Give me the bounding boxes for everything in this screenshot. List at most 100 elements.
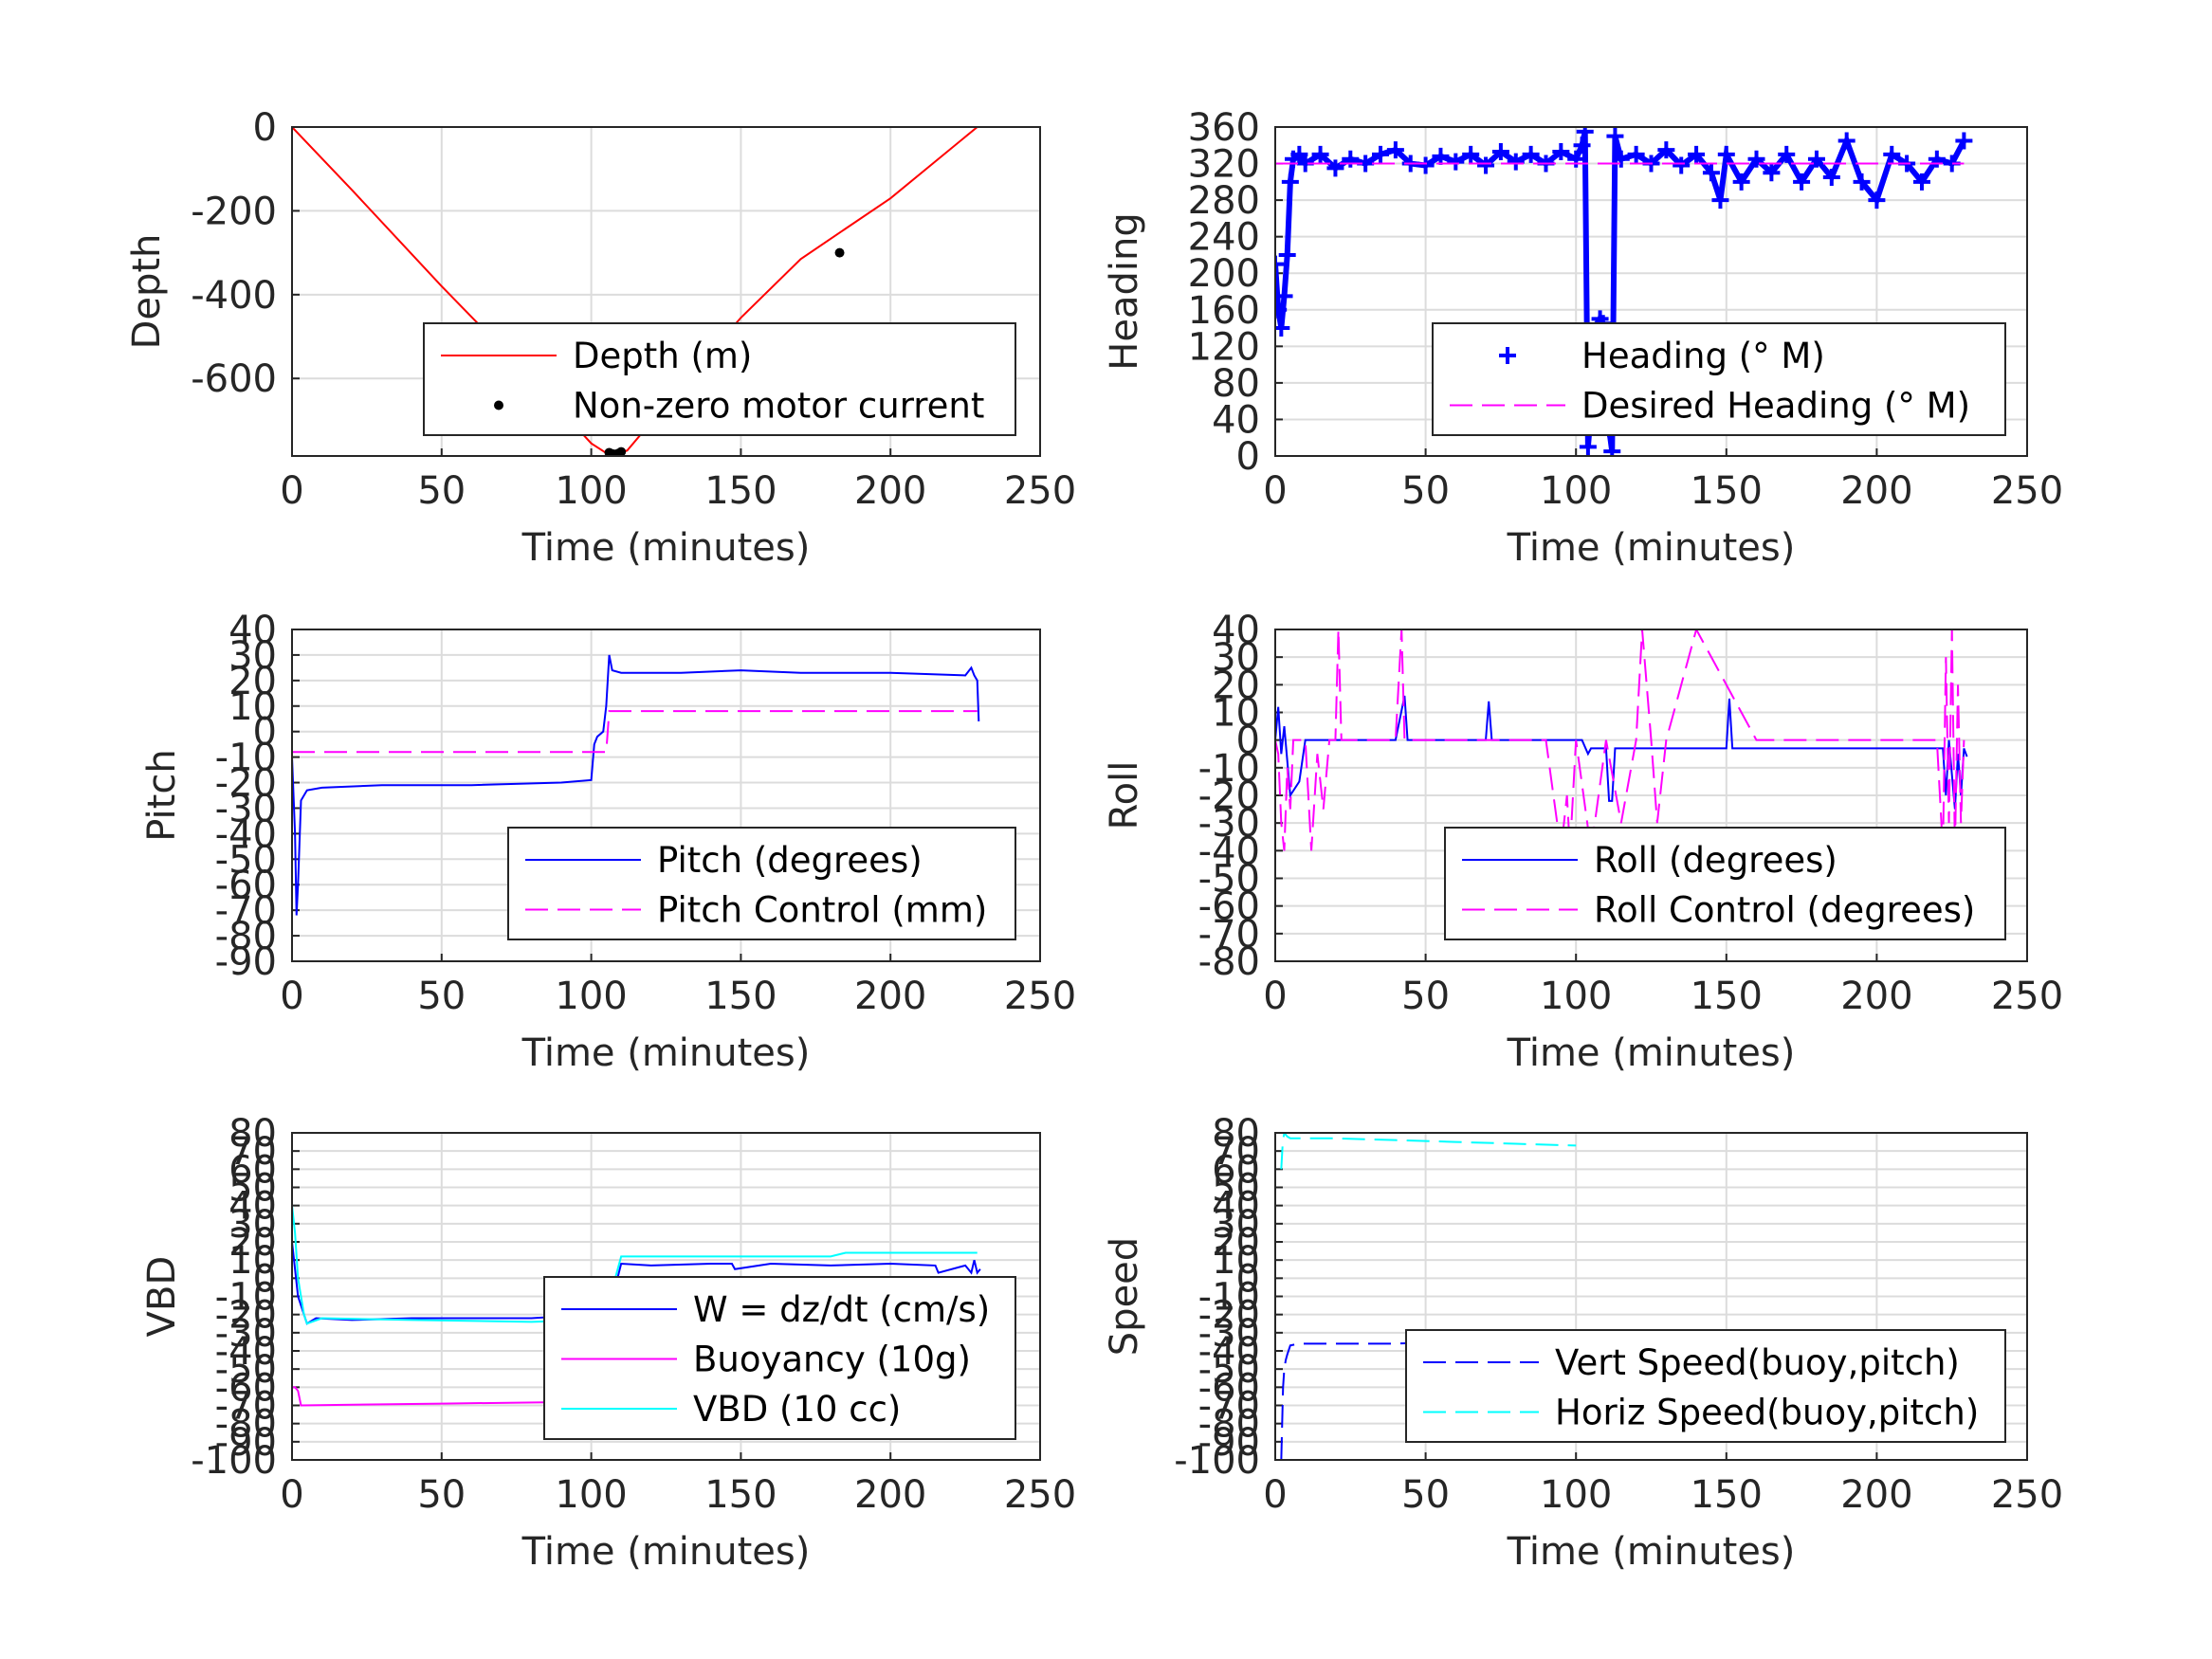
y-tick-label: 80 xyxy=(1212,1112,1260,1156)
data-point xyxy=(1372,145,1390,163)
legend-box xyxy=(1405,1329,2006,1443)
y-tick-label: 40 xyxy=(229,609,277,652)
x-tick-label: 50 xyxy=(417,469,466,513)
y-tick-label: 50 xyxy=(1212,1167,1260,1211)
x-tick-label: 150 xyxy=(704,469,777,513)
series-group xyxy=(1280,1133,1577,1460)
y-tick-label: 30 xyxy=(1212,636,1260,680)
legend-label: Pitch Control (mm) xyxy=(657,890,987,931)
data-point xyxy=(1491,143,1509,161)
data-point xyxy=(1688,145,1706,163)
x-tick-label: 250 xyxy=(1004,469,1076,513)
y-tick-label: 280 xyxy=(1188,179,1260,223)
series-5-0 xyxy=(1280,1335,1577,1460)
y-tick-label: 240 xyxy=(1188,216,1260,260)
y-axis-label: Pitch xyxy=(140,749,184,841)
data-point xyxy=(1576,127,1594,140)
series-3-1 xyxy=(1275,629,1965,851)
y-tick-label: -10 xyxy=(1198,747,1260,791)
y-tick-label: -40 xyxy=(215,1330,277,1374)
y-tick-label: -90 xyxy=(215,1421,277,1465)
x-axis-label: Time (minutes) xyxy=(1507,526,1796,570)
legend-label: Vert Speed(buoy,pitch) xyxy=(1555,1342,1960,1383)
x-tick-label: 250 xyxy=(1991,1473,2063,1517)
y-tick-label: -10 xyxy=(1198,1276,1260,1320)
data-point xyxy=(1477,156,1495,174)
x-tick-label: 50 xyxy=(1401,975,1450,1018)
data-point xyxy=(1567,150,1585,168)
y-tick-label: -70 xyxy=(215,889,277,933)
data-point xyxy=(1612,150,1630,168)
y-axis-label: Depth xyxy=(125,234,169,350)
data-point xyxy=(1702,164,1720,182)
y-axis-label: Speed xyxy=(1103,1237,1146,1356)
data-point xyxy=(1573,137,1591,155)
y-axis-label: VBD xyxy=(140,1256,184,1338)
y-tick-label: 120 xyxy=(1188,325,1260,369)
x-tick-label: 250 xyxy=(1991,469,2063,513)
data-point xyxy=(1432,147,1450,165)
y-tick-label: 0 xyxy=(1236,720,1260,763)
y-tick-label: -80 xyxy=(215,1403,277,1447)
legend-box xyxy=(423,322,1016,436)
axes-frame xyxy=(1274,629,2028,962)
y-axis-label: Roll xyxy=(1103,761,1146,830)
y-tick-label: 30 xyxy=(229,1203,277,1247)
data-point xyxy=(1673,156,1691,174)
data-point xyxy=(1955,132,1973,150)
y-tick-label: 20 xyxy=(1212,1221,1260,1265)
data-point xyxy=(1807,150,1825,168)
data-point xyxy=(1627,145,1645,163)
y-tick-label: 0 xyxy=(253,106,277,150)
chart-panel-pitch: 0 50 100 150 200 250403020100-10-20-30-40-50-… xyxy=(140,609,1076,1075)
y-tick-label: 80 xyxy=(229,1112,277,1156)
y-tick-label: -90 xyxy=(1198,1421,1260,1465)
legend-box xyxy=(1444,827,2006,940)
data-point xyxy=(1522,145,1540,163)
y-tick-label: 160 xyxy=(1188,289,1260,333)
x-tick-label: 200 xyxy=(1840,1473,1912,1517)
y-tick-label: 60 xyxy=(1212,1148,1260,1192)
series-2-1 xyxy=(292,710,978,754)
series-group xyxy=(292,654,980,916)
series-4-1 xyxy=(292,1386,592,1407)
y-tick-label: -50 xyxy=(215,1348,277,1392)
series-group xyxy=(1275,127,1973,456)
legend: Roll (degrees) Roll Control (degrees) xyxy=(1444,827,2006,940)
data-point xyxy=(1793,173,1811,191)
legend-marker xyxy=(494,400,503,410)
legend-marker xyxy=(1499,347,1516,364)
y-tick-label: -70 xyxy=(1198,913,1260,957)
data-point xyxy=(1275,301,1288,319)
y-tick-label: 80 xyxy=(1212,362,1260,406)
y-tick-label: 30 xyxy=(1212,1203,1260,1247)
y-tick-label: 10 xyxy=(229,1239,277,1283)
y-tick-label: -30 xyxy=(215,1312,277,1356)
chart-panel-vbd: 0 50 100 150 200 25080706050403020100-10-20-3… xyxy=(140,1112,1076,1574)
x-tick-label: 0 xyxy=(1263,1473,1287,1517)
x-axis-label: Time (minutes) xyxy=(521,1530,811,1574)
y-tick-label: 0 xyxy=(253,711,277,755)
x-tick-label: 200 xyxy=(854,1473,926,1517)
data-point xyxy=(1711,191,1729,210)
x-tick-label: 50 xyxy=(1401,1473,1450,1517)
y-tick-label: 50 xyxy=(229,1167,277,1211)
data-point xyxy=(1507,153,1525,171)
x-tick-label: 250 xyxy=(1991,975,2063,1018)
y-axis-label: Heading xyxy=(1103,212,1146,370)
x-tick-label: 200 xyxy=(1840,975,1912,1018)
data-point xyxy=(1763,164,1781,182)
data-point xyxy=(1603,443,1621,456)
y-tick-label: -40 xyxy=(1198,830,1260,873)
y-tick-label: -30 xyxy=(1198,802,1260,846)
x-axis-label: Time (minutes) xyxy=(521,526,811,570)
data-point xyxy=(1732,173,1750,191)
chart-panel-depth: 0 50 100 150 200 250 0 -200 -400 -600 Time (minute… xyxy=(125,106,1076,570)
y-tick-label: -100 xyxy=(1174,1439,1260,1483)
y-tick-label: 0 xyxy=(1236,435,1260,479)
x-tick-label: 150 xyxy=(1691,1473,1763,1517)
legend-label: Horiz Speed(buoy,pitch) xyxy=(1555,1393,1979,1433)
x-tick-label: 0 xyxy=(1263,975,1287,1018)
series-2-0 xyxy=(292,654,980,916)
legend-label: Pitch (degrees) xyxy=(657,840,923,881)
